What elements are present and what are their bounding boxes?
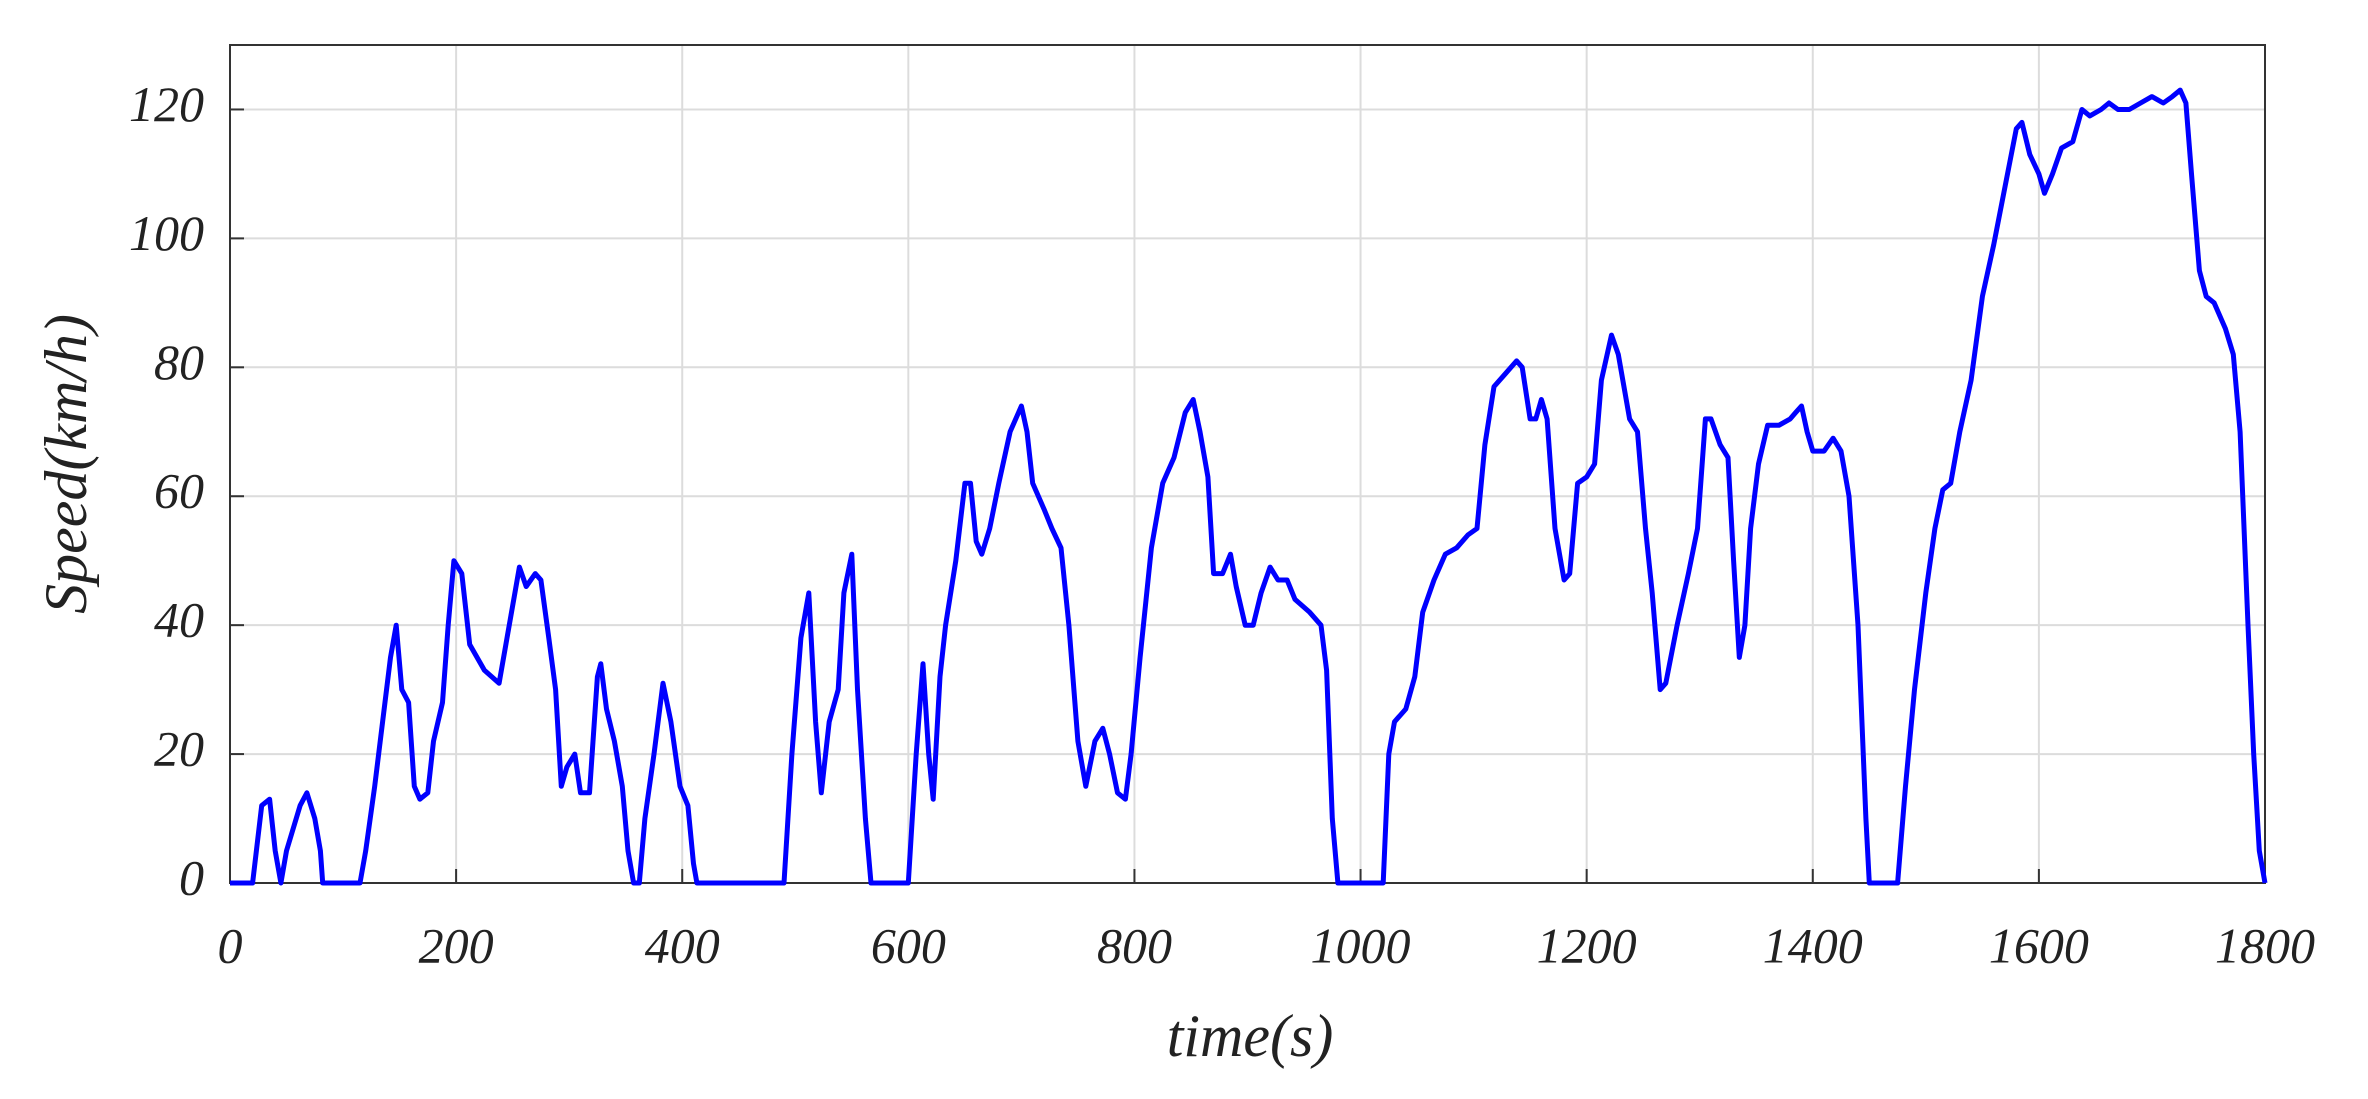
y-tick-label: 80 bbox=[154, 334, 204, 390]
x-tick-label: 1200 bbox=[1537, 917, 1637, 973]
x-tick-label: 800 bbox=[1097, 917, 1172, 973]
x-tick-label: 1400 bbox=[1763, 917, 1863, 973]
x-tick-label: 600 bbox=[871, 917, 946, 973]
y-tick-label: 40 bbox=[154, 592, 204, 648]
x-tick-label: 200 bbox=[419, 917, 494, 973]
y-tick-label: 60 bbox=[154, 463, 204, 519]
y-axis-label: Speed(km/h) bbox=[33, 314, 99, 614]
y-tick-label: 100 bbox=[129, 205, 204, 261]
y-tick-label: 120 bbox=[129, 76, 204, 132]
y-tick-label: 20 bbox=[154, 721, 204, 777]
x-tick-label: 1600 bbox=[1989, 917, 2089, 973]
plot-frame bbox=[229, 44, 2266, 884]
x-tick-label: 1000 bbox=[1311, 917, 1411, 973]
plot-area bbox=[230, 45, 2265, 883]
speed-line bbox=[230, 87, 2268, 886]
x-axis-label: time(s) bbox=[1167, 1003, 1334, 1069]
x-tick-label: 1800 bbox=[2215, 917, 2315, 973]
y-tick-label: 0 bbox=[179, 849, 204, 905]
x-tick-label: 0 bbox=[218, 917, 243, 973]
x-tick-label: 400 bbox=[645, 917, 720, 973]
